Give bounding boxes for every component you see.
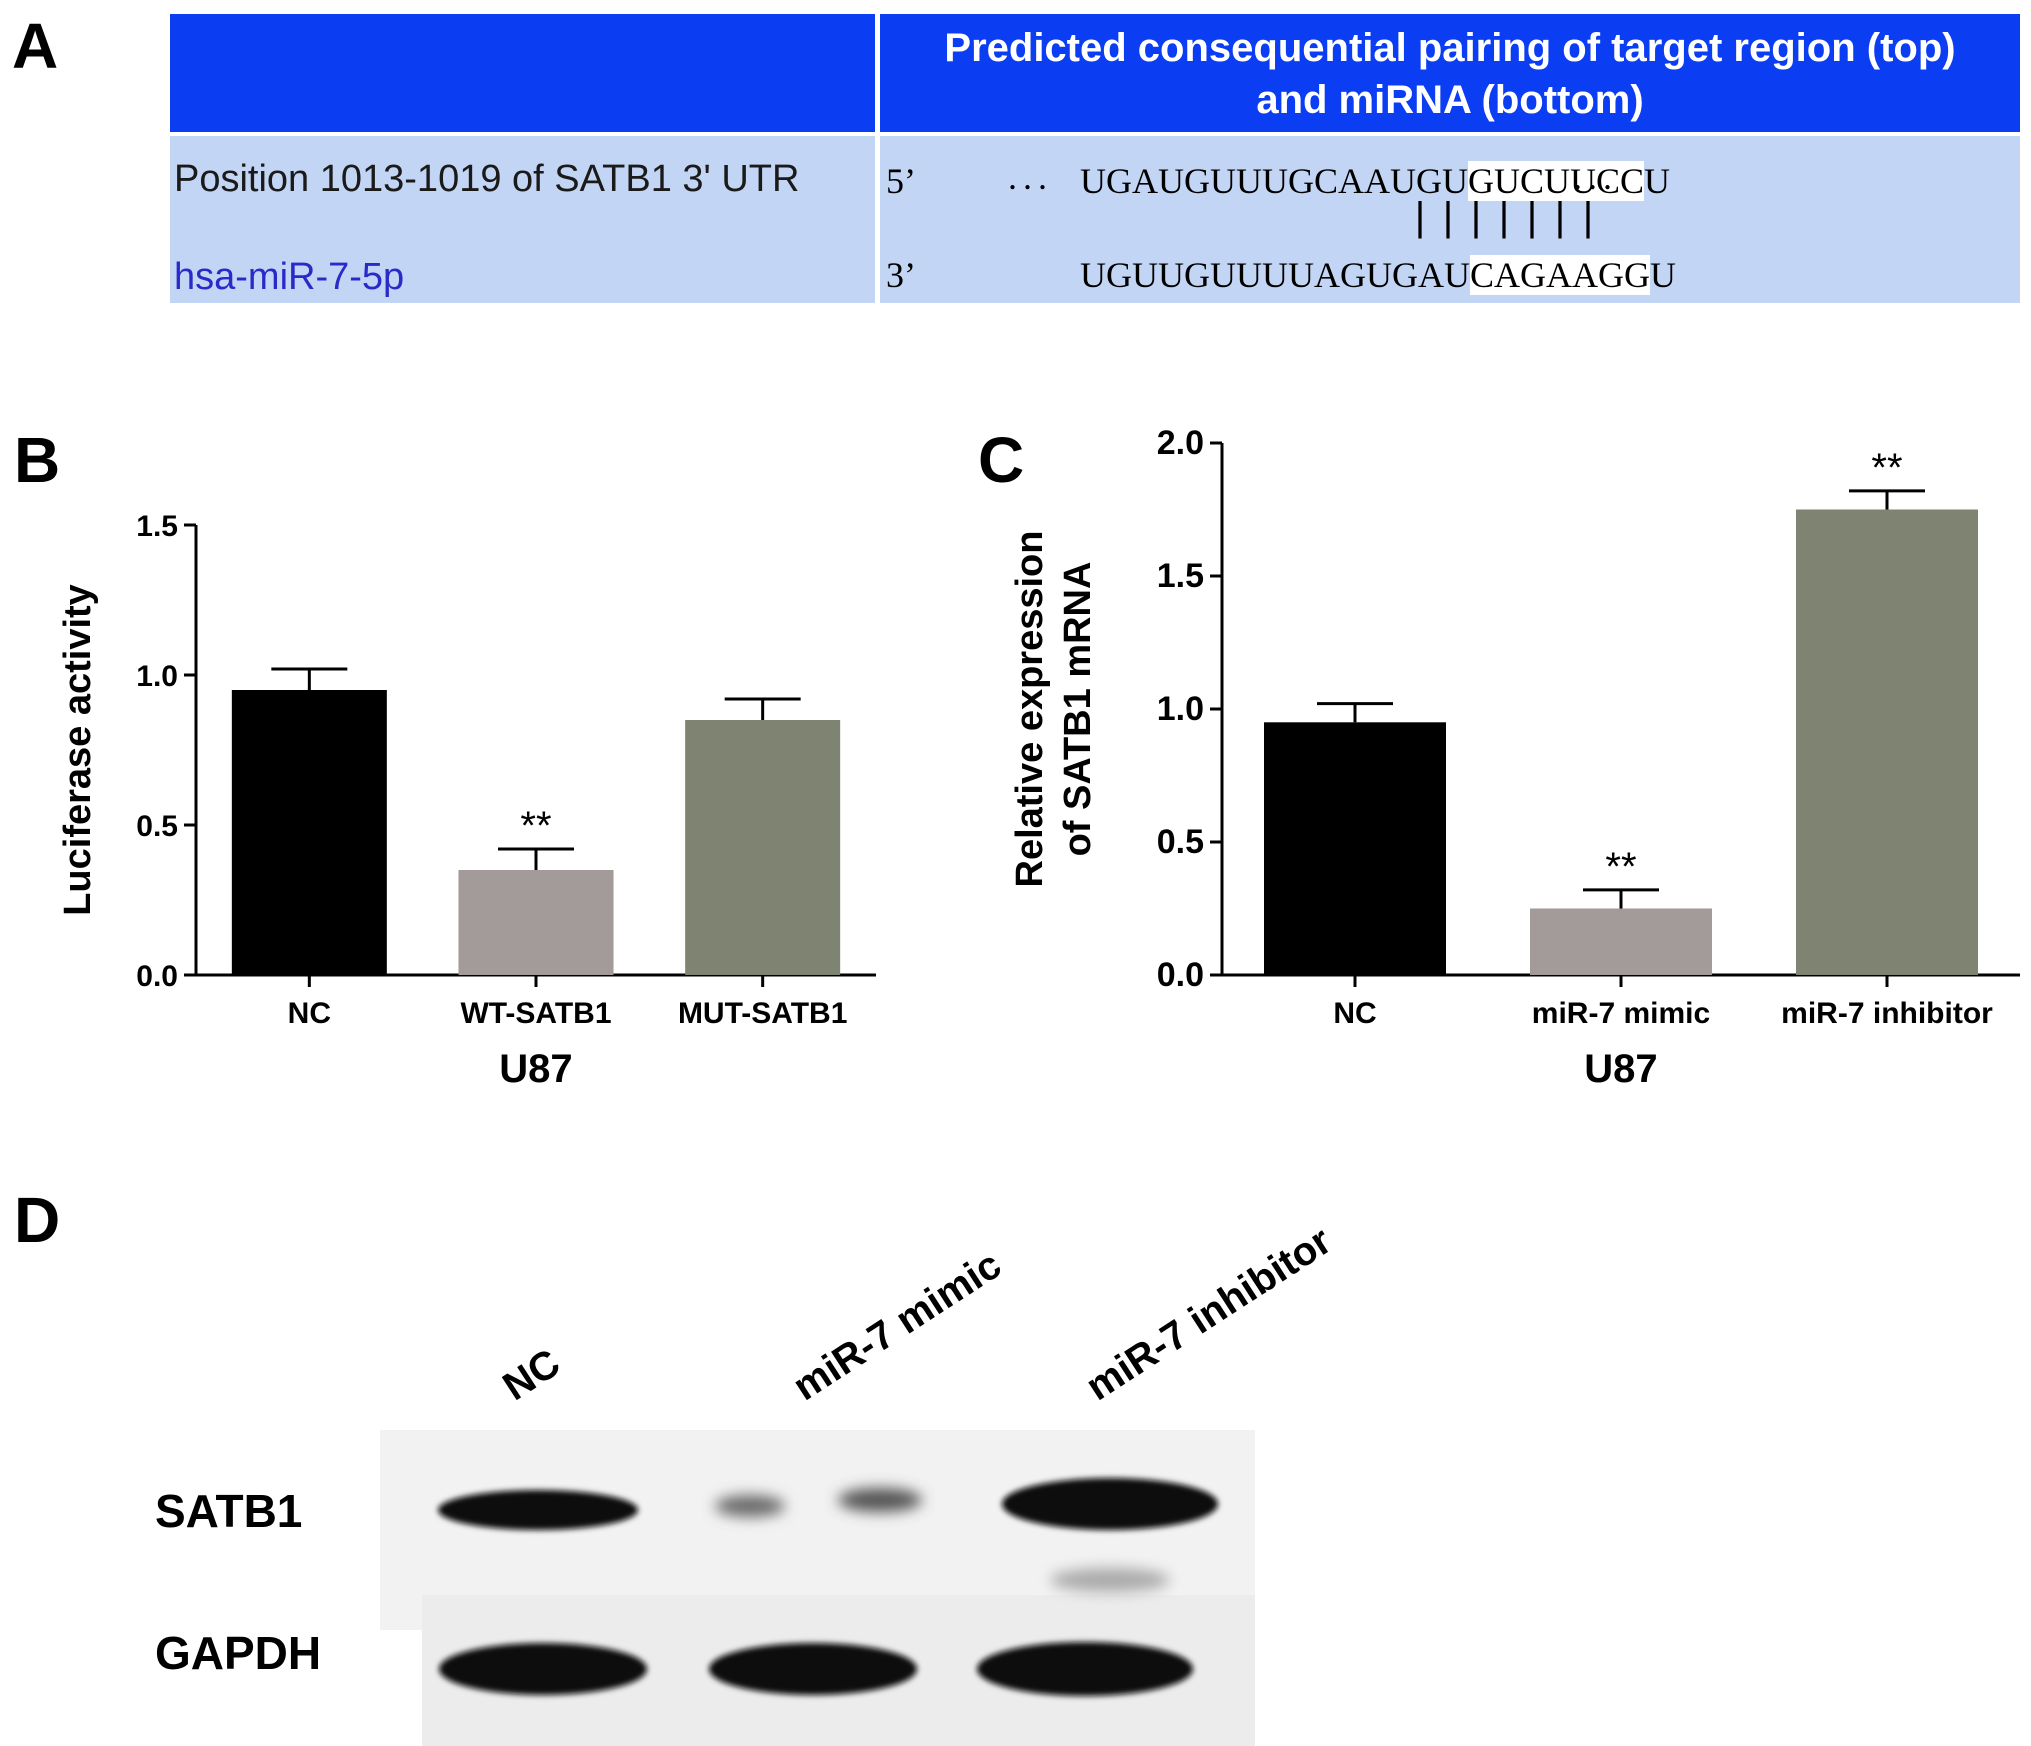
header-line-1: Predicted consequential pairing of targe…: [944, 26, 1956, 70]
bar-mir-7-mimic: [1530, 908, 1712, 975]
mirna-seq-plain: UGUUGUUUUAGUGAU: [1080, 255, 1470, 295]
band-gapdh-mimic: [709, 1643, 917, 1695]
blot-image: [380, 1430, 1255, 1746]
western-blot: NC miR-7 mimic miR-7 inhibitor SATB1 GAP…: [0, 1160, 1400, 1746]
band-satb1-mimic-a: [715, 1495, 785, 1517]
band-satb1-nc: [438, 1490, 638, 1530]
x-tick-label: WT-SATB1: [460, 997, 611, 1030]
mirna-seq-tail: U: [1649, 255, 1676, 295]
mirna-3prime-end: 3’: [886, 255, 916, 295]
band-gapdh-nc: [439, 1643, 647, 1695]
target-sequence: UGAUGUUUGCAAUGUGUCUUCCU: [1080, 160, 1670, 202]
header-line-2: and miRNA (bottom): [1256, 78, 1644, 122]
seed-pairing-lines: |||||||: [1408, 198, 1605, 243]
y-axis-title: Relative expression: [1009, 531, 1051, 888]
target-leading-dots: ...: [1008, 157, 1053, 197]
table-header-right: Predicted consequential pairing of targe…: [880, 14, 2020, 132]
table-header-left: [170, 14, 875, 132]
y-tick-label: 0.5: [1157, 823, 1204, 861]
table-cell-left: Position 1013-1019 of SATB1 3' UTR hsa-m…: [170, 136, 875, 303]
x-tick-label: NC: [1333, 997, 1376, 1030]
y-tick-label: 1.5: [136, 510, 178, 543]
panel-label-d: D: [14, 1184, 61, 1256]
table-cell-right: 5’ ... UGAUGUUUGCAAUGUGUCUUCCU ... |||||…: [880, 136, 2020, 303]
y-tick-label: 1.0: [136, 660, 178, 693]
y-tick-label: 1.0: [1157, 690, 1204, 728]
y-axis-title: of SATB1 mRNA: [1057, 562, 1099, 857]
mirna-sequence: UGUUGUUUUAGUGAUCAGAAGGU: [1080, 254, 1676, 296]
target-seq-tail: U: [1644, 161, 1671, 201]
y-tick-label: 0.5: [136, 810, 178, 843]
satb1-mrna-chart: 0.0 0.5 1.0 1.5 2.0 NC ** miR-7 mimic ** miR-7 in…: [1009, 424, 2020, 1091]
bar-mir-7-inhibitor: [1796, 509, 1978, 975]
target-trailing-dots: ...: [1573, 157, 1618, 197]
significance-marker: **: [520, 804, 551, 848]
luciferase-chart: 0.0 0.5 1.0 1.5 NC ** WT-SATB1 MUT-SATB1 U87 Luci…: [57, 510, 876, 1091]
y-axis-title: Luciferase activity: [57, 584, 99, 916]
bar-wt-satb1: [458, 870, 614, 975]
x-tick-label: miR-7 mimic: [1532, 997, 1710, 1030]
satb1-row-label: SATB1: [155, 1485, 303, 1537]
panel-label-b: B: [14, 424, 61, 496]
panel-label-a: A: [12, 10, 59, 82]
gapdh-row-label: GAPDH: [155, 1627, 322, 1679]
target-region-label: Position 1013-1019 of SATB1 3' UTR: [174, 158, 800, 200]
band-gapdh-inhibitor: [977, 1642, 1193, 1696]
mirna-seed: CAGAAGG: [1469, 255, 1650, 295]
bar-mut-satb1: [685, 720, 841, 975]
panel-label-c: C: [978, 424, 1025, 496]
significance-marker: **: [1605, 845, 1636, 889]
band-satb1-mimic-b: [838, 1488, 922, 1512]
y-tick-label: 1.5: [1157, 557, 1204, 595]
x-tick-label: miR-7 inhibitor: [1781, 997, 1993, 1030]
mirna-label: hsa-miR-7-5p: [174, 256, 405, 298]
y-tick-label: 0.0: [136, 960, 178, 993]
bar-nc: [1264, 722, 1446, 975]
band-satb1-inhibitor: [1002, 1478, 1218, 1530]
target-seq-plain: UGAUGUUUGCAAUGU: [1080, 161, 1468, 201]
x-axis-title: U87: [499, 1047, 572, 1091]
bar-nc: [231, 690, 387, 975]
significance-marker: **: [1871, 446, 1902, 490]
y-tick-label: 2.0: [1157, 424, 1204, 462]
target-5prime-end: 5’: [886, 161, 916, 201]
x-axis-title: U87: [1584, 1047, 1657, 1091]
band-satb1-inhibitor-faint: [1050, 1568, 1170, 1592]
target-pairing-table: Predicted consequential pairing of targe…: [170, 14, 2020, 303]
y-tick-label: 0.0: [1157, 956, 1204, 994]
x-tick-label: NC: [288, 997, 331, 1030]
target-seed-match: GUCUUCC: [1467, 161, 1645, 201]
x-tick-label: MUT-SATB1: [678, 997, 847, 1030]
